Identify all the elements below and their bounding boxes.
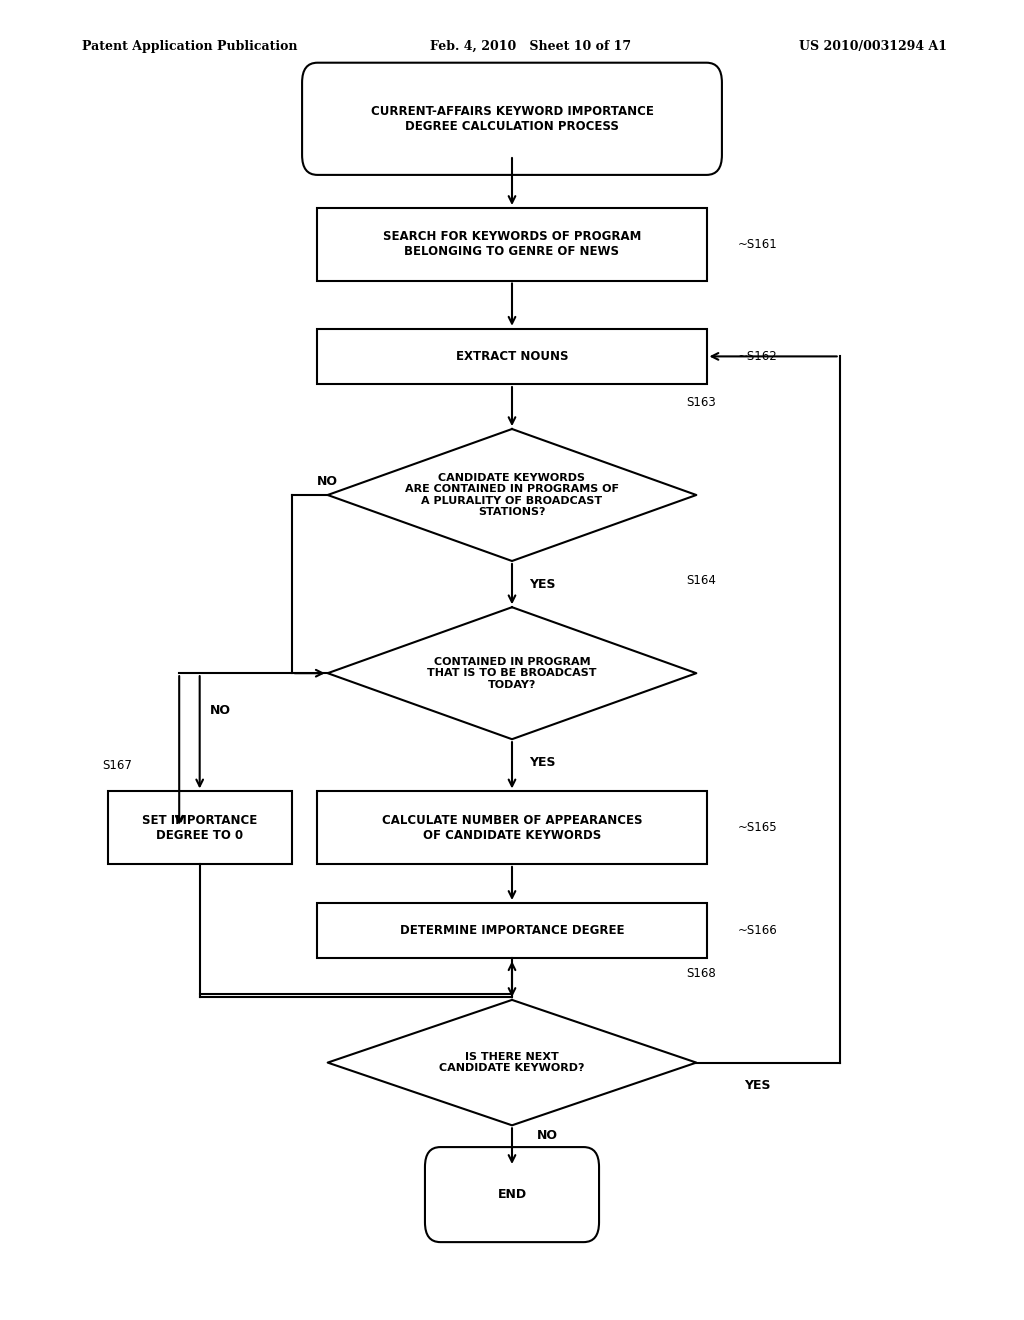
Text: CURRENT-AFFAIRS KEYWORD IMPORTANCE
DEGREE CALCULATION PROCESS: CURRENT-AFFAIRS KEYWORD IMPORTANCE DEGRE… bbox=[371, 104, 653, 133]
Text: S164: S164 bbox=[686, 574, 716, 587]
Text: DETERMINE IMPORTANCE DEGREE: DETERMINE IMPORTANCE DEGREE bbox=[399, 924, 625, 937]
Text: CONTAINED IN PROGRAM
THAT IS TO BE BROADCAST
TODAY?: CONTAINED IN PROGRAM THAT IS TO BE BROAD… bbox=[427, 656, 597, 690]
Text: S167: S167 bbox=[102, 759, 132, 771]
FancyBboxPatch shape bbox=[302, 62, 722, 174]
Bar bbox=[317, 329, 707, 384]
Text: Patent Application Publication: Patent Application Publication bbox=[82, 40, 297, 53]
Text: SEARCH FOR KEYWORDS OF PROGRAM
BELONGING TO GENRE OF NEWS: SEARCH FOR KEYWORDS OF PROGRAM BELONGING… bbox=[383, 230, 641, 259]
Polygon shape bbox=[328, 429, 696, 561]
Text: SET IMPORTANCE
DEGREE TO 0: SET IMPORTANCE DEGREE TO 0 bbox=[142, 813, 257, 842]
Polygon shape bbox=[328, 1001, 696, 1125]
Text: YES: YES bbox=[744, 1078, 771, 1092]
Text: NO: NO bbox=[317, 475, 338, 488]
Text: ~S161: ~S161 bbox=[737, 238, 777, 251]
Text: ~S166: ~S166 bbox=[737, 924, 777, 937]
Text: EXTRACT NOUNS: EXTRACT NOUNS bbox=[456, 350, 568, 363]
Text: S163: S163 bbox=[686, 396, 716, 409]
Bar bbox=[317, 792, 707, 865]
Text: ~S165: ~S165 bbox=[737, 821, 777, 834]
Text: IS THERE NEXT
CANDIDATE KEYWORD?: IS THERE NEXT CANDIDATE KEYWORD? bbox=[439, 1052, 585, 1073]
Text: S168: S168 bbox=[686, 968, 716, 979]
Text: NO: NO bbox=[538, 1129, 558, 1142]
Text: Feb. 4, 2010   Sheet 10 of 17: Feb. 4, 2010 Sheet 10 of 17 bbox=[430, 40, 631, 53]
Text: YES: YES bbox=[529, 578, 556, 591]
Bar bbox=[108, 792, 292, 865]
Text: END: END bbox=[498, 1188, 526, 1201]
FancyBboxPatch shape bbox=[425, 1147, 599, 1242]
Text: CANDIDATE KEYWORDS
ARE CONTAINED IN PROGRAMS OF
A PLURALITY OF BROADCAST
STATION: CANDIDATE KEYWORDS ARE CONTAINED IN PROG… bbox=[406, 473, 618, 517]
Text: US 2010/0031294 A1: US 2010/0031294 A1 bbox=[799, 40, 947, 53]
Text: CALCULATE NUMBER OF APPEARANCES
OF CANDIDATE KEYWORDS: CALCULATE NUMBER OF APPEARANCES OF CANDI… bbox=[382, 813, 642, 842]
Polygon shape bbox=[328, 607, 696, 739]
Text: NO: NO bbox=[210, 704, 230, 717]
Text: ~S162: ~S162 bbox=[737, 350, 777, 363]
Text: FIG. 13: FIG. 13 bbox=[472, 77, 552, 95]
Bar bbox=[317, 207, 707, 281]
Text: YES: YES bbox=[529, 756, 556, 770]
Bar bbox=[317, 903, 707, 958]
